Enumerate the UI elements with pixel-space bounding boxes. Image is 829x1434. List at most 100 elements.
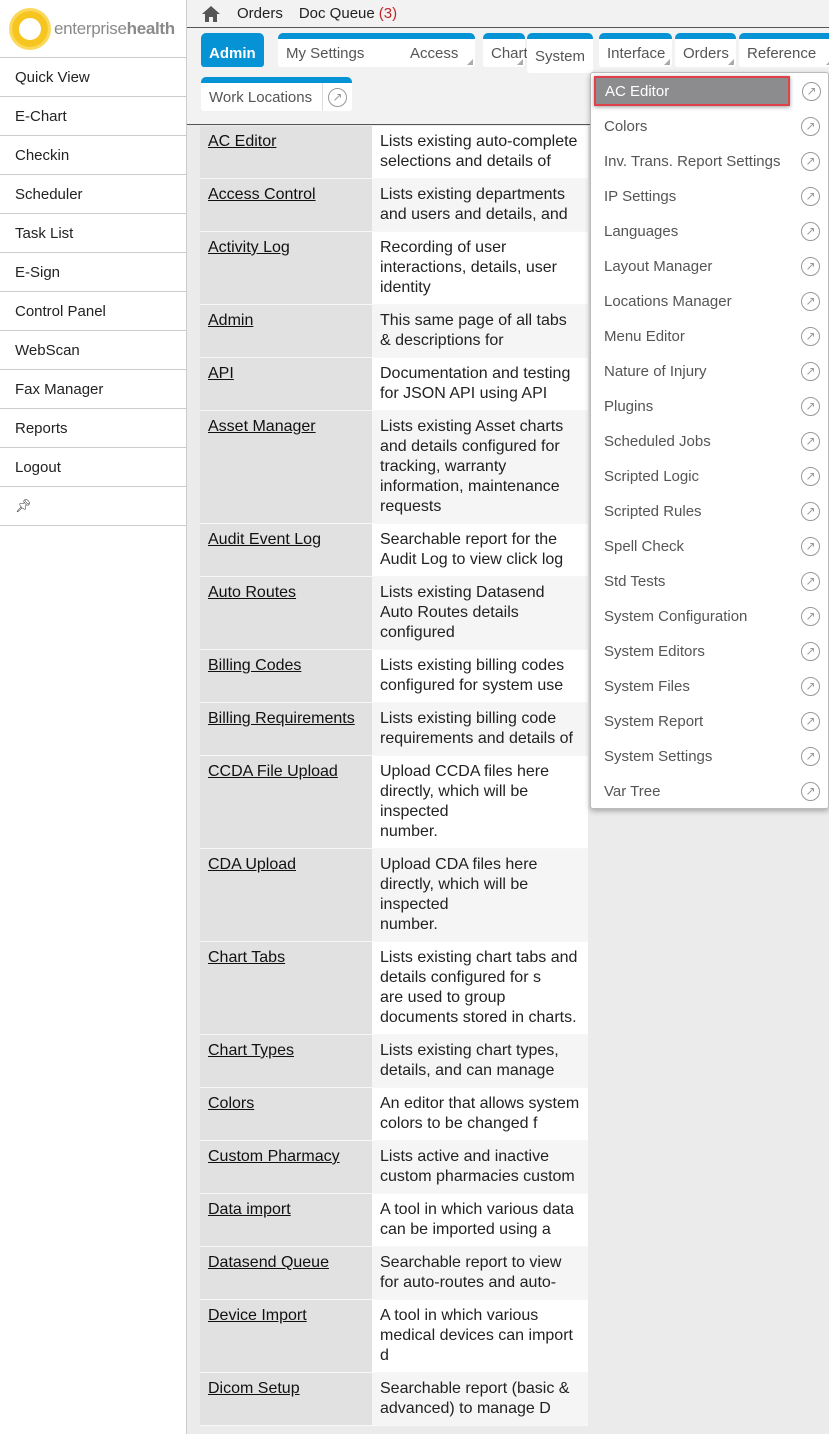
- row-link-colors[interactable]: Colors: [208, 1095, 255, 1112]
- row-link-dicom-setup[interactable]: Dicom Setup: [208, 1380, 300, 1397]
- sidebar-item-e-chart[interactable]: E-Chart: [0, 97, 186, 136]
- popout-arrow-icon[interactable]: ↗: [801, 221, 820, 241]
- row-link-auto-routes[interactable]: Auto Routes: [208, 584, 297, 601]
- menu-item-menu-editor[interactable]: Menu Editor ↗: [595, 321, 824, 351]
- menu-item-label: Colors: [604, 117, 648, 135]
- menu-item-ip-settings[interactable]: IP Settings ↗: [595, 181, 824, 211]
- row-link-ccda-file-upload[interactable]: CCDA File Upload: [208, 763, 338, 780]
- menu-item-colors[interactable]: Colors ↗: [595, 111, 824, 141]
- menu-item-label: Locations Manager: [604, 292, 732, 310]
- tab-admin[interactable]: Admin: [201, 33, 264, 67]
- row-link-billing-requirements[interactable]: Billing Requirements: [208, 710, 355, 727]
- popout-arrow-icon[interactable]: ↗: [801, 291, 820, 311]
- menu-item-system-report[interactable]: System Report ↗: [595, 706, 824, 736]
- popout-arrow-icon[interactable]: ↗: [801, 606, 820, 626]
- menu-item-system-editors[interactable]: System Editors ↗: [595, 636, 824, 666]
- row-link-activity-log[interactable]: Activity Log: [208, 239, 290, 256]
- pin-button[interactable]: 📌︎: [0, 487, 186, 526]
- row-description: This same page of all tabs & description…: [372, 305, 588, 357]
- tab-orders[interactable]: Orders: [675, 33, 736, 67]
- row-link-chart-types[interactable]: Chart Types: [208, 1042, 294, 1059]
- sidebar-item-control-panel[interactable]: Control Panel: [0, 292, 186, 331]
- row-link-chart-tabs[interactable]: Chart Tabs: [208, 949, 286, 966]
- popout-arrow-icon[interactable]: ↗: [801, 536, 820, 556]
- menu-item-label: Layout Manager: [604, 257, 713, 275]
- menu-item-scripted-rules[interactable]: Scripted Rules ↗: [595, 496, 824, 526]
- row-link-audit-event-log[interactable]: Audit Event Log: [208, 531, 321, 548]
- sidebar-item-task-list[interactable]: Task List: [0, 214, 186, 253]
- row-link-access-control[interactable]: Access Control: [208, 186, 316, 203]
- popout-arrow-icon[interactable]: ↗: [801, 396, 820, 416]
- row-link-api[interactable]: API: [208, 365, 234, 382]
- menu-item-spell-check[interactable]: Spell Check ↗: [595, 531, 824, 561]
- row-link-admin[interactable]: Admin: [208, 312, 254, 329]
- sidebar-item-e-sign[interactable]: E-Sign: [0, 253, 186, 292]
- menu-item-var-tree[interactable]: Var Tree ↗: [595, 776, 824, 806]
- popout-arrow-icon[interactable]: ↗: [801, 186, 820, 206]
- popout-arrow-icon[interactable]: ↗: [801, 781, 820, 801]
- table-row: Billing Requirements Lists existing billi…: [200, 703, 588, 756]
- tab-reference[interactable]: Reference: [739, 33, 829, 67]
- row-link-cda-upload[interactable]: CDA Upload: [208, 856, 297, 873]
- orders-link[interactable]: Orders: [237, 5, 283, 22]
- popout-arrow-icon[interactable]: ↗: [801, 151, 820, 171]
- sidebar-item-scheduler[interactable]: Scheduler: [0, 175, 186, 214]
- description-line: Lists existing auto-complete selections …: [380, 133, 578, 170]
- menu-item-languages[interactable]: Languages ↗: [595, 216, 824, 246]
- menu-item-system-files[interactable]: System Files ↗: [595, 671, 824, 701]
- popout-arrow-icon[interactable]: ↗: [802, 81, 821, 101]
- menu-item-system-configuration[interactable]: System Configuration ↗: [595, 601, 824, 631]
- table-row: Datasend Queue Searchable report to view …: [200, 1247, 588, 1300]
- description-line: Upload CDA files here directly, which wi…: [380, 856, 538, 913]
- menu-item-plugins[interactable]: Plugins ↗: [595, 391, 824, 421]
- tab-access[interactable]: Access: [402, 33, 475, 67]
- popout-arrow-icon[interactable]: ↗: [801, 326, 820, 346]
- menu-item-scripted-logic[interactable]: Scripted Logic ↗: [595, 461, 824, 491]
- popout-arrow-icon[interactable]: ↗: [801, 256, 820, 276]
- row-description: Lists active and inactive custom pharmac…: [372, 1141, 588, 1193]
- popout-arrow-icon[interactable]: ↗: [801, 746, 820, 766]
- menu-item-ac-editor[interactable]: AC Editor ↗: [594, 76, 821, 106]
- menu-item-system-settings[interactable]: System Settings ↗: [595, 741, 824, 771]
- tab-chart[interactable]: Chart: [483, 33, 528, 67]
- row-link-custom-pharmacy[interactable]: Custom Pharmacy: [208, 1148, 340, 1165]
- sidebar-item-reports[interactable]: Reports: [0, 409, 186, 448]
- menu-item-scheduled-jobs[interactable]: Scheduled Jobs ↗: [595, 426, 824, 456]
- row-link-datasend-queue[interactable]: Datasend Queue: [208, 1254, 329, 1271]
- row-link-asset-manager[interactable]: Asset Manager: [208, 418, 316, 435]
- popout-arrow-icon[interactable]: ↗: [801, 501, 820, 521]
- popout-arrow-icon[interactable]: ↗: [801, 571, 820, 591]
- menu-item-label: System Configuration: [604, 607, 748, 625]
- doc-queue-link[interactable]: Doc Queue (3): [299, 5, 397, 22]
- row-link-billing-codes[interactable]: Billing Codes: [208, 657, 302, 674]
- popout-arrow-icon[interactable]: ↗: [801, 466, 820, 486]
- menu-item-nature-of-injury[interactable]: Nature of Injury ↗: [595, 356, 824, 386]
- sidebar-item-quick-view[interactable]: Quick View: [0, 58, 186, 97]
- sidebar-item-logout[interactable]: Logout: [0, 448, 186, 487]
- menu-item-layout-manager[interactable]: Layout Manager ↗: [595, 251, 824, 281]
- tab-work-locations[interactable]: Work Locations ↗: [201, 77, 352, 111]
- tab-system[interactable]: System: [527, 33, 593, 73]
- popout-arrow-icon[interactable]: ↗: [801, 431, 820, 451]
- popout-arrow-icon[interactable]: ↗: [801, 116, 820, 136]
- description-line-2: number.: [380, 823, 438, 840]
- logo[interactable]: enterprisehealth: [0, 0, 186, 58]
- sidebar-item-webscan[interactable]: WebScan: [0, 331, 186, 370]
- popout-arrow-icon[interactable]: ↗: [801, 676, 820, 696]
- popout-button[interactable]: ↗: [322, 83, 352, 111]
- home-icon[interactable]: [201, 5, 221, 23]
- popout-arrow-icon[interactable]: ↗: [801, 641, 820, 661]
- menu-item-std-tests[interactable]: Std Tests ↗: [595, 566, 824, 596]
- popout-arrow-icon[interactable]: ↗: [801, 361, 820, 381]
- menu-item-label: Scripted Rules: [604, 502, 702, 520]
- row-link-device-import[interactable]: Device Import: [208, 1307, 307, 1324]
- menu-item-locations-manager[interactable]: Locations Manager ↗: [595, 286, 824, 316]
- row-link-data-import[interactable]: Data import: [208, 1201, 291, 1218]
- row-link-ac-editor[interactable]: AC Editor: [208, 133, 277, 150]
- tab-interface[interactable]: Interface: [599, 33, 672, 67]
- sidebar-item-fax-manager[interactable]: Fax Manager: [0, 370, 186, 409]
- row-name-cell: Admin: [200, 305, 372, 357]
- popout-arrow-icon[interactable]: ↗: [801, 711, 820, 731]
- menu-item-inv-trans-report-settings[interactable]: Inv. Trans. Report Settings ↗: [595, 146, 824, 176]
- sidebar-item-checkin[interactable]: Checkin: [0, 136, 186, 175]
